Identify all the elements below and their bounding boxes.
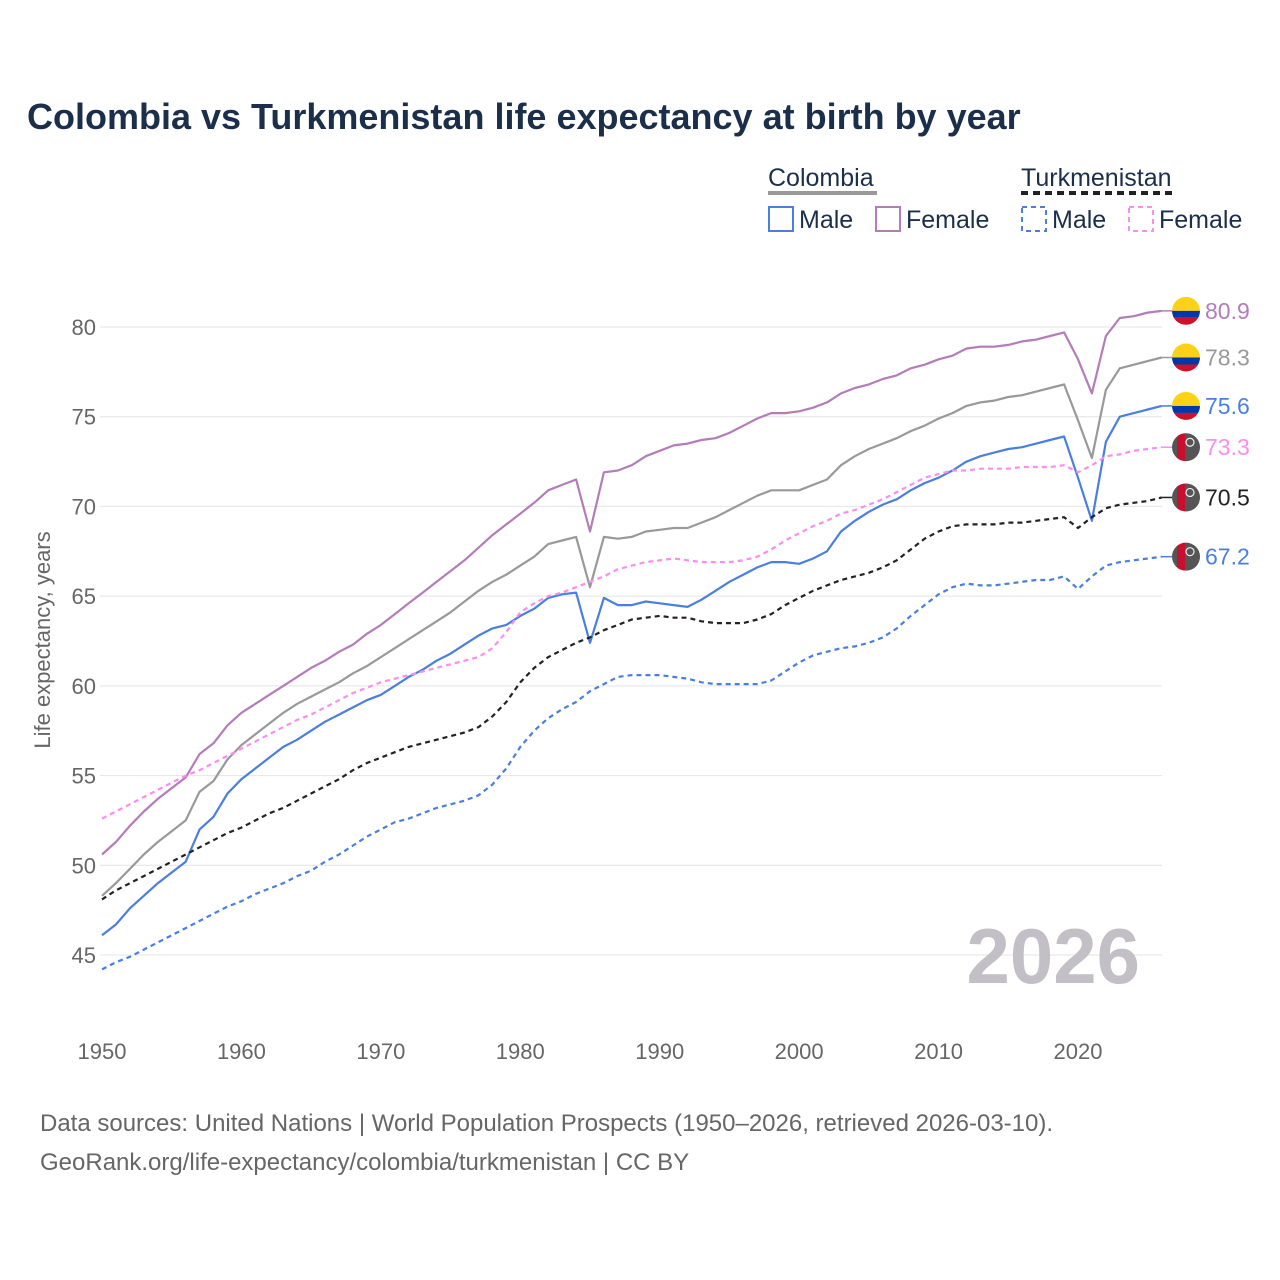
y-tick-label: 50 — [72, 853, 96, 878]
y-axis-label: Life expectancy, years — [30, 531, 55, 748]
x-tick-label: 1990 — [635, 1039, 684, 1064]
flag-yellow — [1172, 296, 1200, 311]
y-tick-label: 45 — [72, 943, 96, 968]
legend-turkmenistan-male-label: Male — [1052, 206, 1106, 234]
y-axis: 45 50 55 60 65 70 75 80 — [72, 315, 96, 968]
end-labels: 80.9 78.3 75.6 73.3 70.5 67.2 — [1161, 296, 1250, 571]
x-tick-label: 1980 — [496, 1039, 545, 1064]
colombia-flag-icon — [1172, 391, 1200, 420]
end-value-label: 75.6 — [1205, 393, 1250, 419]
end-value-label: 73.3 — [1205, 434, 1250, 460]
turkmenistan-flag-icon — [1172, 542, 1200, 571]
colombia-female-line — [101, 309, 1162, 856]
legend-turkmenistan-heading: Turkmenistan — [1021, 164, 1172, 192]
x-tick-label: 2020 — [1054, 1039, 1103, 1064]
legend-turkmenistan-female-swatch — [1128, 206, 1154, 232]
colombia-line — [101, 356, 1162, 897]
x-tick-label: 1950 — [78, 1039, 127, 1064]
flag-blue — [1172, 310, 1200, 318]
flag-field — [1172, 433, 1200, 462]
end-value-label: 80.9 — [1205, 298, 1250, 324]
y-tick-label: 80 — [72, 315, 96, 340]
legend-turkmenistan-male-swatch — [1021, 206, 1047, 232]
flag-field — [1172, 542, 1200, 571]
flag-crescent — [1185, 487, 1195, 498]
year-watermark: 2026 — [966, 912, 1140, 1000]
legend-colombia-male-label: Male — [799, 206, 853, 234]
flag-crescent — [1185, 547, 1195, 557]
y-tick-label: 60 — [72, 674, 96, 699]
colombia-flag-icon — [1172, 296, 1200, 325]
y-tick-label: 55 — [72, 764, 96, 789]
colombia-flag-icon — [1172, 343, 1200, 372]
chart-title: Colombia vs Turkmenistan life expectancy… — [27, 96, 1021, 137]
flag-carpet-stripe — [1177, 433, 1185, 462]
legend-colombia-female-swatch — [875, 206, 901, 232]
x-tick-label: 2000 — [775, 1039, 824, 1064]
legend: Colombia Male Female Turkmenistan Male F… — [768, 164, 1242, 234]
y-tick-label: 70 — [72, 494, 96, 519]
turkmenistan-male-line — [101, 555, 1162, 971]
turkmenistan-flag-icon — [1172, 483, 1200, 512]
flag-carpet-stripe — [1177, 483, 1185, 512]
flag-field — [1172, 483, 1200, 512]
turkmenistan-line — [101, 496, 1162, 901]
source-line-2: GeoRank.org/life-expectancy/colombia/tur… — [40, 1149, 689, 1176]
end-value-label: 78.3 — [1205, 345, 1250, 371]
flag-red — [1172, 364, 1200, 372]
legend-colombia-female-label: Female — [906, 206, 989, 234]
x-tick-label: 1960 — [217, 1039, 266, 1064]
flag-crescent — [1185, 437, 1195, 447]
turkmenistan-female-line — [101, 446, 1162, 820]
legend-turkmenistan-female-label: Female — [1159, 206, 1242, 234]
turkmenistan-flag-icon — [1172, 433, 1200, 462]
flag-blue — [1172, 405, 1200, 413]
x-tick-label: 1970 — [356, 1039, 405, 1064]
legend-colombia-male-swatch — [768, 206, 794, 232]
end-value-label: 70.5 — [1205, 484, 1250, 510]
flag-red — [1172, 317, 1200, 325]
flag-yellow — [1172, 343, 1200, 358]
gridlines — [100, 326, 1162, 956]
flag-blue — [1172, 357, 1200, 365]
y-tick-label: 65 — [72, 584, 96, 609]
x-axis: 1950 1960 1970 1980 1990 2000 2010 2020 — [78, 1039, 1103, 1064]
flag-carpet-stripe — [1177, 542, 1185, 571]
flag-red — [1172, 412, 1200, 420]
colombia-male-line — [101, 404, 1162, 937]
end-value-label: 67.2 — [1205, 544, 1250, 570]
y-tick-label: 75 — [72, 405, 96, 430]
flag-yellow — [1172, 391, 1200, 406]
series-lines — [101, 309, 1162, 971]
legend-colombia-heading: Colombia — [768, 164, 874, 192]
source-line-1: Data sources: United Nations | World Pop… — [40, 1110, 1053, 1137]
x-tick-label: 2010 — [914, 1039, 963, 1064]
